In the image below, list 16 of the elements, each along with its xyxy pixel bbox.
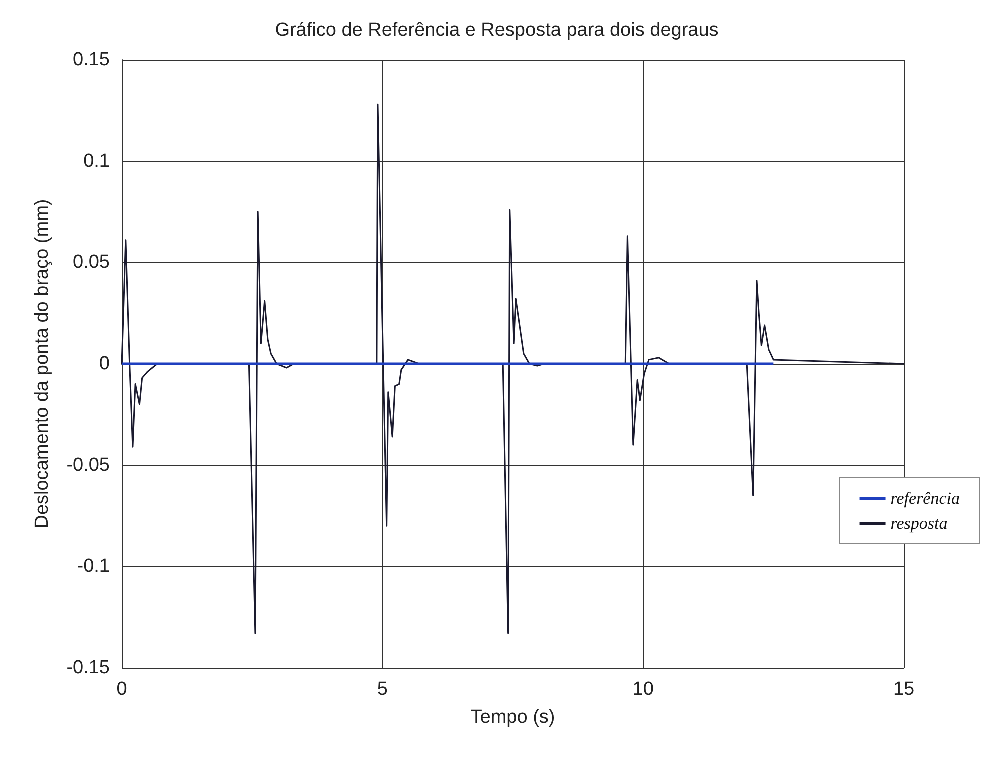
y-tick-label: 0 [99, 354, 110, 374]
legend-label: resposta [890, 514, 948, 533]
y-tick-label: 0.15 [73, 50, 110, 70]
y-tick-label: -0.1 [77, 556, 110, 578]
x-tick-label: 0 [116, 679, 128, 700]
legend-label: referência [890, 489, 960, 508]
y-tick-label: 0.1 [84, 150, 110, 172]
y-tick-label: 0.05 [73, 252, 110, 274]
chart-title: Gráfico de Referência e Resposta para dois degraus [275, 20, 719, 41]
x-axis-title: Tempo (s) [470, 707, 556, 728]
x-tick-label: 5 [377, 679, 388, 700]
y-axis-title: Deslocamento da ponta do braço (mm) [32, 199, 53, 529]
y-tick-label: -0.15 [66, 658, 110, 678]
x-tick-label: 15 [893, 679, 915, 700]
x-tick-label: 10 [632, 679, 654, 700]
y-tick-label: -0.05 [66, 454, 110, 476]
